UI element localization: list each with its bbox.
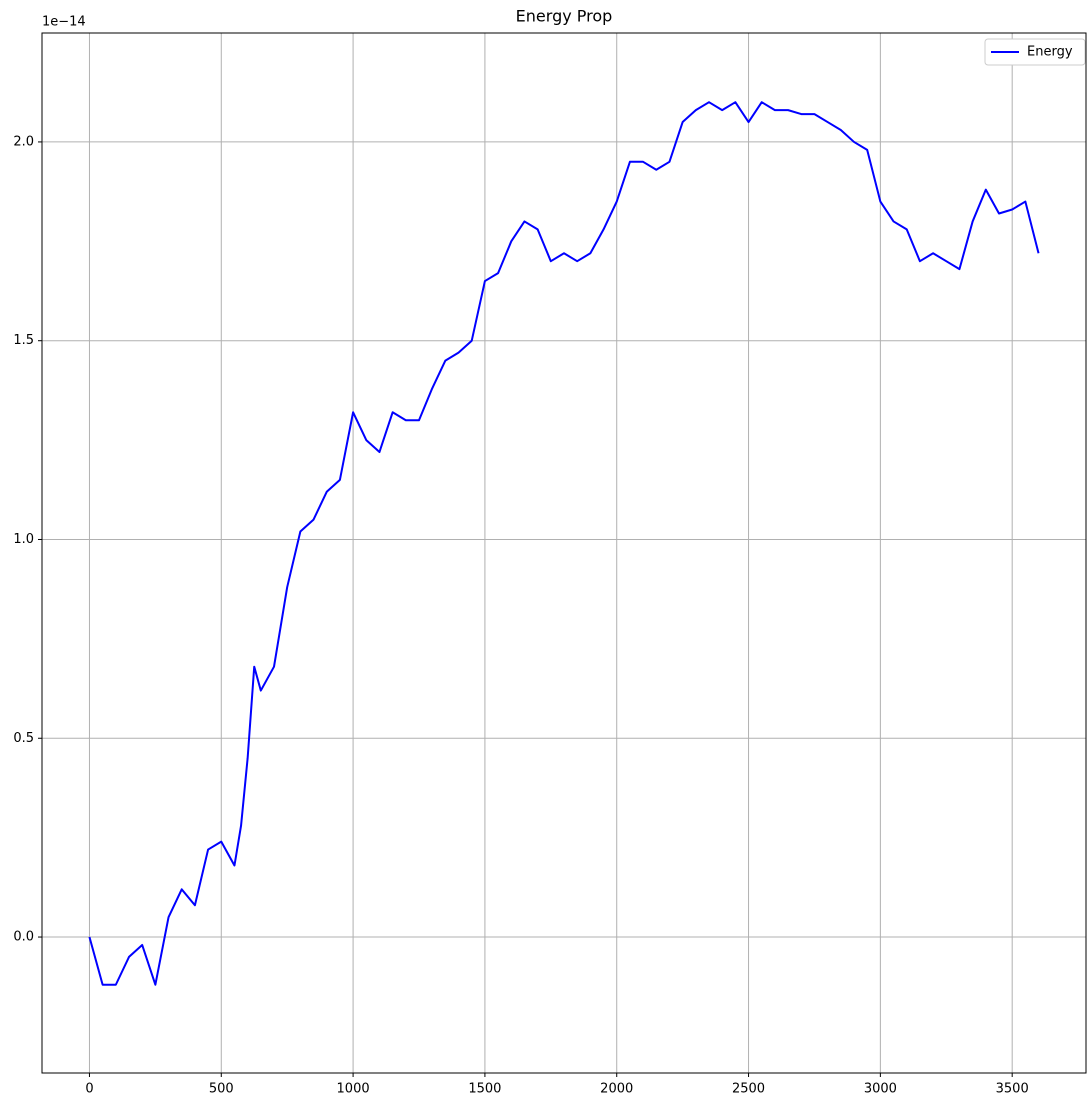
x-tick-label: 2000 <box>600 1082 633 1097</box>
y-tick-label: 2.0 <box>13 134 34 149</box>
y-tick-label: 1.0 <box>13 532 34 547</box>
y-tick-label: 1.5 <box>13 333 34 348</box>
x-tick-label: 2500 <box>732 1082 765 1097</box>
legend-label: Energy <box>1027 45 1073 60</box>
legend-box <box>984 38 1086 66</box>
x-tick-label: 3000 <box>864 1082 897 1097</box>
x-tick-label: 3500 <box>996 1082 1029 1097</box>
x-tick-label: 1000 <box>337 1082 370 1097</box>
x-tick-label: 0 <box>85 1082 93 1097</box>
x-tick-label: 1500 <box>468 1082 501 1097</box>
x-tick-label: 500 <box>209 1082 234 1097</box>
axes-frame <box>41 32 1087 1074</box>
y-tick-label: 0.5 <box>13 731 34 746</box>
line <box>88 101 1040 986</box>
y-offset-text: 1e−14 <box>42 15 86 30</box>
chart-title: Energy Prop <box>516 7 613 26</box>
y-tick-label: 0.0 <box>13 930 34 945</box>
